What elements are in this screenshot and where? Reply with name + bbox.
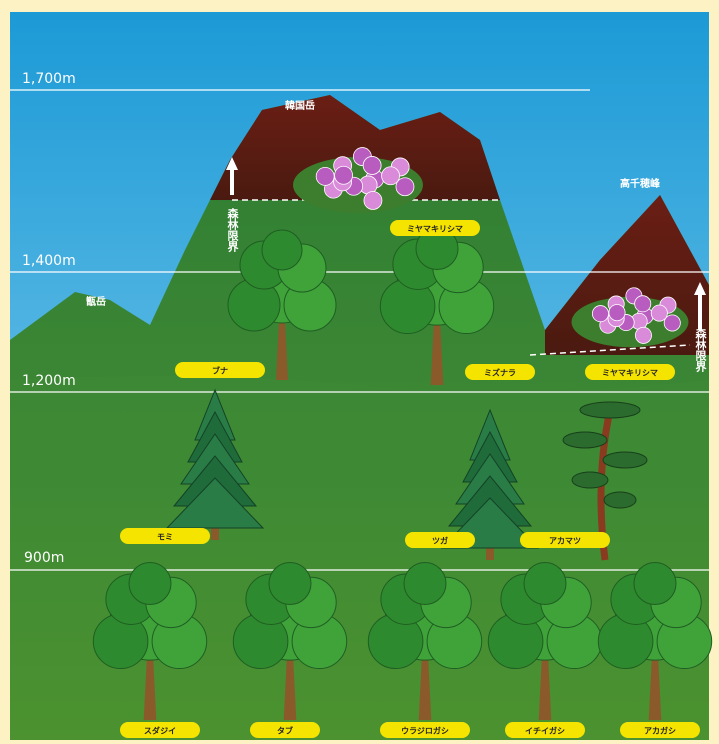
tree-line-label: 森林限界 bbox=[226, 207, 239, 253]
plant-label: スダジイ bbox=[144, 726, 176, 736]
foliage bbox=[603, 452, 647, 468]
blossom bbox=[316, 167, 334, 185]
blossom bbox=[592, 306, 608, 322]
peak-name: 高千穂峰 bbox=[620, 177, 661, 190]
blossom bbox=[382, 167, 400, 185]
blossom bbox=[635, 296, 651, 312]
plant-label: アカマツ bbox=[549, 537, 581, 546]
foliage bbox=[580, 402, 640, 418]
blossom bbox=[651, 305, 667, 321]
vegetation-diagram: 1,700m 1,400m 1,200m 900m 韓国岳 高千穂峰 甑岳 森林… bbox=[0, 0, 719, 744]
foliage bbox=[604, 492, 636, 508]
plant-label: ミズナラ bbox=[484, 368, 516, 378]
plant-label: ウラジロガシ bbox=[401, 726, 449, 736]
foliage bbox=[262, 230, 302, 270]
blossom bbox=[635, 327, 651, 343]
blossom bbox=[335, 166, 353, 184]
plant-label: タブ bbox=[277, 726, 293, 736]
plant-label: ツガ bbox=[432, 536, 448, 546]
foliage bbox=[404, 563, 446, 605]
foliage bbox=[269, 563, 311, 605]
altitude-label: 1,200m bbox=[22, 373, 76, 389]
altitude-label: 1,400m bbox=[22, 253, 76, 269]
tree-line-label: 森林限界 bbox=[694, 327, 707, 373]
plant-label: ミヤマキリシマ bbox=[407, 225, 463, 234]
blossom bbox=[364, 191, 382, 209]
blossom bbox=[363, 156, 381, 174]
foliage bbox=[129, 563, 171, 605]
foliage bbox=[563, 432, 607, 448]
altitude-label: 1,700m bbox=[22, 71, 76, 87]
altitude-label: 900m bbox=[24, 550, 64, 566]
peak-name: 甑岳 bbox=[86, 295, 106, 308]
plant-label: アカガシ bbox=[644, 726, 676, 736]
foliage bbox=[634, 563, 676, 605]
blossom bbox=[609, 305, 625, 321]
plant-label: モミ bbox=[157, 533, 173, 542]
foliage bbox=[572, 472, 608, 488]
foliage bbox=[524, 563, 566, 605]
peak-name: 韓国岳 bbox=[285, 99, 315, 112]
plant-label: イチイガシ bbox=[525, 726, 565, 736]
plant-label: ブナ bbox=[212, 366, 228, 376]
plant-label: ミヤマキリシマ bbox=[602, 369, 658, 378]
